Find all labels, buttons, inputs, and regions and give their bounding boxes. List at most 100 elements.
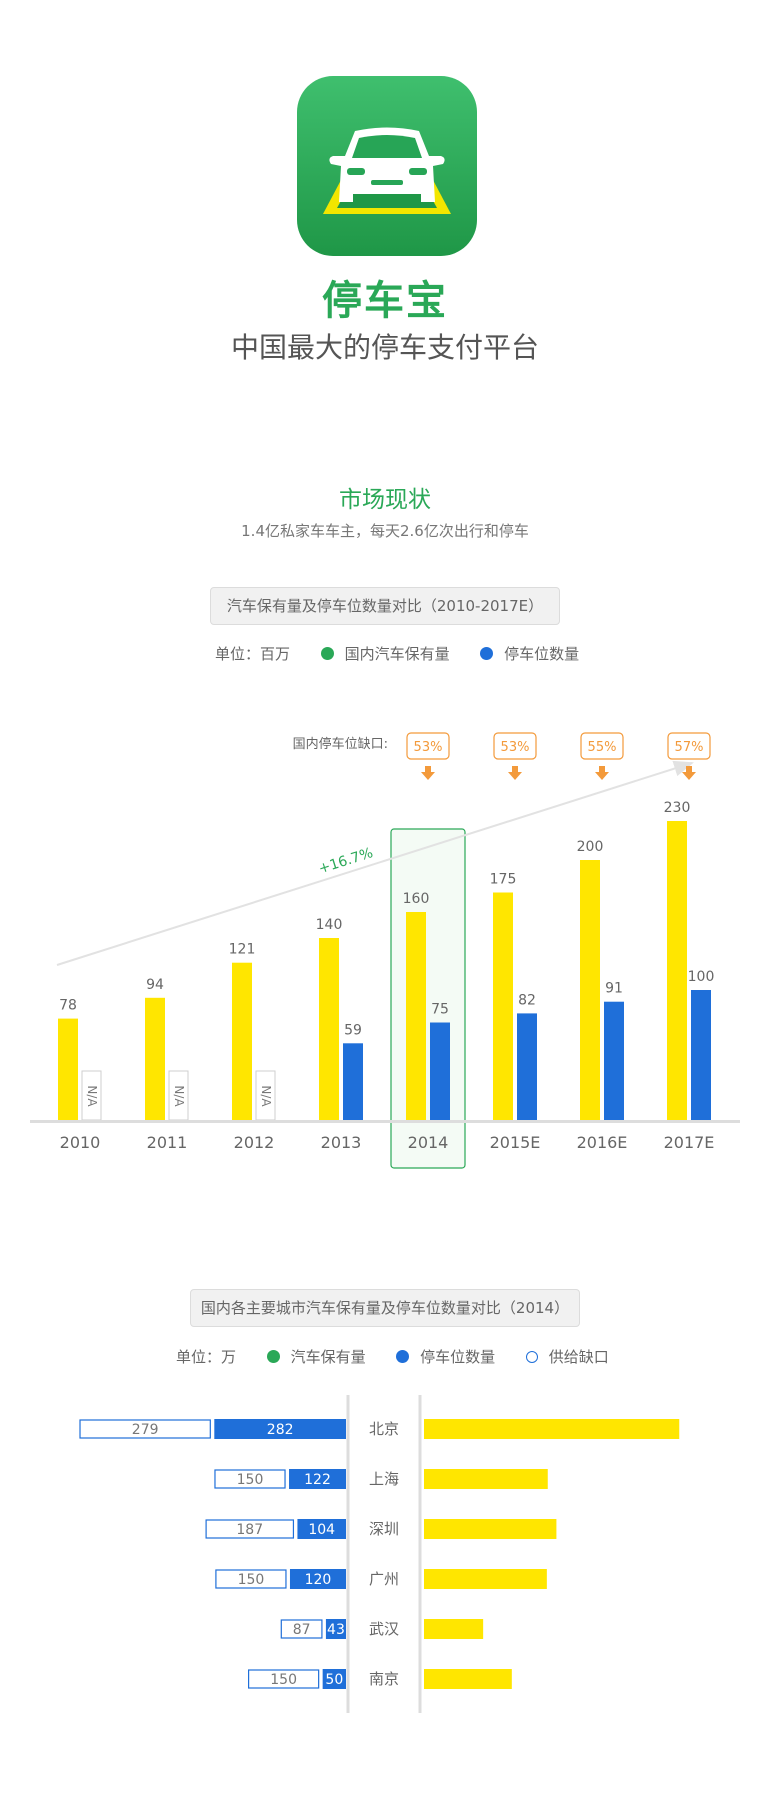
bar-spots-深圳 xyxy=(297,1519,346,1539)
gap-badge-2015E xyxy=(493,732,537,760)
value-label-cars-2013: 140 xyxy=(316,917,343,933)
bar-cars-广州 xyxy=(424,1569,547,1589)
bar-cars-上海 xyxy=(424,1469,548,1489)
chart2-legend: 单位：万 汽车保有量 停车位数量 供给缺口 xyxy=(176,1346,609,1367)
gap-badge-2016E xyxy=(580,732,624,760)
city-label-上海: 上海 xyxy=(369,1470,399,1488)
bar-cars-武汉 xyxy=(424,1619,484,1639)
value-label-cars-2017E: 230 xyxy=(664,800,691,816)
x-tick-2012: 2012 xyxy=(234,1133,275,1152)
bar-gap-北京 xyxy=(79,1419,211,1439)
value-label-gap-武汉: 87 xyxy=(293,1622,311,1638)
down-arrow-icon xyxy=(508,766,522,780)
bar-cars-2013 xyxy=(319,938,339,1120)
bar-cars-2012 xyxy=(232,962,252,1120)
bar-cars-2014 xyxy=(406,912,426,1120)
bar-cars-2016E xyxy=(580,860,600,1120)
na-label-2010: N/A xyxy=(85,1085,99,1107)
city-label-广州: 广州 xyxy=(369,1570,399,1588)
value-label-spots-2014: 75 xyxy=(431,1002,449,1018)
chart1-unit-label: 单位：百万 xyxy=(215,645,291,663)
gap-label: 国内停车位缺口: xyxy=(293,736,388,752)
legend2-dot-green xyxy=(266,1350,280,1363)
value-label-gap-深圳: 187 xyxy=(236,1522,263,1538)
app-name: 停车宝 xyxy=(322,278,448,324)
bar-gap-武汉 xyxy=(280,1619,323,1639)
chart2-unit-label: 单位：万 xyxy=(176,1348,237,1366)
value-label-spots-深圳: 104 xyxy=(308,1522,335,1538)
bar-cars-2010 xyxy=(58,1018,78,1120)
bar-cars-北京 xyxy=(424,1419,680,1439)
city-label-武汉: 武汉 xyxy=(369,1620,399,1638)
legend2-label-cars: 汽车保有量 xyxy=(290,1348,366,1366)
value-label-spots-广州: 120 xyxy=(305,1572,332,1588)
gap-value-2016E: 55% xyxy=(588,740,617,755)
x-tick-2015E: 2015E xyxy=(490,1133,541,1152)
bar-cars-2017E xyxy=(667,821,687,1120)
na-label-2011: N/A xyxy=(172,1085,186,1107)
value-label-gap-上海: 150 xyxy=(237,1472,264,1488)
value-label-spots-2016E: 91 xyxy=(605,981,623,997)
legend-dot-blue xyxy=(480,647,494,660)
legend-label-spots: 停车位数量 xyxy=(504,645,580,663)
bar-cars-深圳 xyxy=(424,1519,557,1539)
value-label-spots-2013: 59 xyxy=(344,1022,362,1038)
gap-badge-2017E xyxy=(667,732,711,760)
growth-trend-arrow xyxy=(56,760,694,966)
bar-cars-2015E xyxy=(493,892,513,1120)
bar-gap-上海 xyxy=(214,1469,286,1489)
x-tick-2017E: 2017E xyxy=(664,1133,715,1152)
city-label-南京: 南京 xyxy=(369,1670,399,1688)
bar-spots-南京 xyxy=(322,1669,346,1689)
app-logo-icon xyxy=(297,76,477,256)
legend-dot-green xyxy=(320,647,334,660)
value-label-cars-2014: 160 xyxy=(403,891,430,907)
gap-badge-2014 xyxy=(406,732,450,760)
value-label-spots-2015E: 82 xyxy=(518,992,536,1008)
legend-label-cars: 国内汽车保有量 xyxy=(344,645,450,663)
down-arrow-icon xyxy=(421,766,435,780)
x-tick-2016E: 2016E xyxy=(577,1133,628,1152)
value-label-spots-北京: 282 xyxy=(267,1422,294,1438)
chart2-caption: 国内各主要城市汽车保有量及停车位数量对比（2014） xyxy=(190,1289,580,1327)
chart1-caption: 汽车保有量及停车位数量对比（2010-2017E） xyxy=(210,587,560,625)
bar-gap-广州 xyxy=(215,1569,287,1589)
x-tick-2013: 2013 xyxy=(321,1133,362,1152)
value-label-cars-2010: 78 xyxy=(59,998,77,1014)
city-label-深圳: 深圳 xyxy=(369,1520,399,1538)
bar-spots-2013 xyxy=(343,1043,363,1120)
legend2-ring-gap xyxy=(525,1350,538,1363)
chart2-city-bar-chart: 282 279 北京 122 150 上海 104 187 深圳 120 150 广州 43 87 武汉 50… xyxy=(79,1395,680,1713)
down-arrow-icon xyxy=(595,766,609,780)
city-label-北京: 北京 xyxy=(369,1420,399,1438)
bar-spots-广州 xyxy=(289,1569,346,1589)
bar-spots-2016E xyxy=(604,1001,624,1120)
chart1-bar-chart: 国内停车位缺口:+16.7%78N/A201094N/A2011121N/A20… xyxy=(30,732,740,1169)
value-label-gap-北京: 279 xyxy=(132,1422,159,1438)
x-tick-2010: 2010 xyxy=(60,1133,101,1152)
bar-cars-2011 xyxy=(145,997,165,1120)
value-label-cars-2015E: 175 xyxy=(490,872,517,888)
chart1-legend: 单位：百万 国内汽车保有量 停车位数量 xyxy=(215,643,579,664)
highlight-frame xyxy=(390,828,466,1169)
bar-spots-2017E xyxy=(691,990,711,1120)
value-label-spots-上海: 122 xyxy=(304,1472,331,1488)
legend2-label-spots: 停车位数量 xyxy=(420,1348,496,1366)
bar-gap-南京 xyxy=(248,1669,320,1689)
value-label-spots-武汉: 43 xyxy=(327,1622,345,1638)
down-arrow-icon xyxy=(682,766,696,780)
x-tick-2011: 2011 xyxy=(147,1133,188,1152)
value-label-spots-南京: 50 xyxy=(325,1672,343,1688)
na-label-2012: N/A xyxy=(259,1085,273,1107)
bar-cars-南京 xyxy=(424,1669,512,1689)
section-subtitle: 1.4亿私家车车主，每天2.6亿次出行和停车 xyxy=(241,522,529,540)
value-label-cars-2012: 121 xyxy=(229,942,256,958)
bar-spots-武汉 xyxy=(325,1619,346,1639)
value-label-gap-广州: 150 xyxy=(238,1572,265,1588)
app-tagline: 中国最大的停车支付平台 xyxy=(230,331,539,364)
value-label-cars-2011: 94 xyxy=(146,977,164,993)
legend2-label-gap: 供给缺口 xyxy=(548,1348,609,1366)
gap-value-2014: 53% xyxy=(414,740,443,755)
bar-spots-2015E xyxy=(517,1013,537,1120)
section-title: 市场现状 xyxy=(339,487,431,513)
